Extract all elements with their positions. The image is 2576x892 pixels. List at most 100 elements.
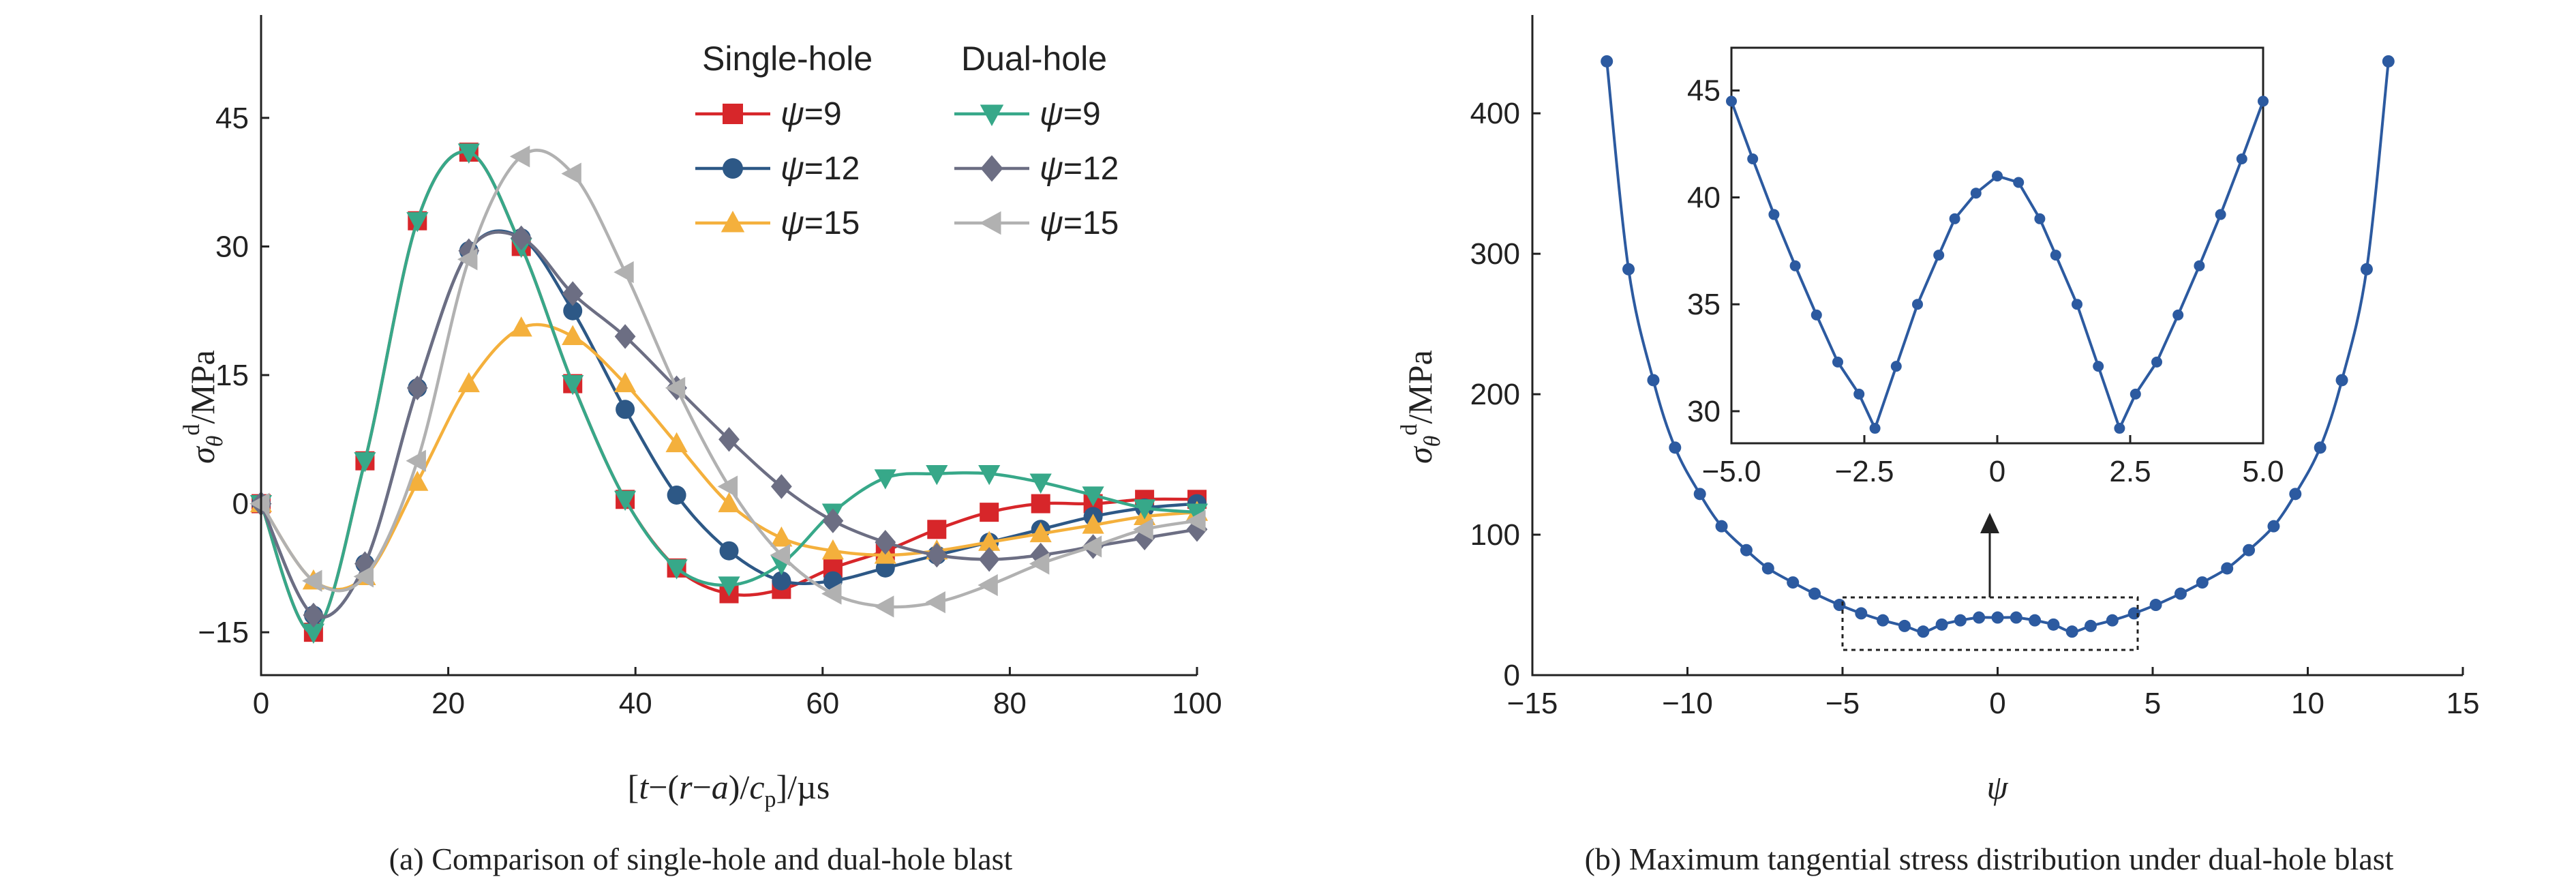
data-point <box>562 281 584 306</box>
panel-b-y-axis-label: σθd/MPa <box>1397 350 1445 464</box>
data-point <box>2360 263 2373 276</box>
legend-swatch-marker <box>721 211 745 233</box>
inset-data-point <box>1789 260 1801 271</box>
inset-y-tick-label: 35 <box>1687 288 1721 321</box>
x-tick-label: 0 <box>1989 687 2005 720</box>
data-point <box>718 492 740 513</box>
inset-data-point <box>1768 209 1780 220</box>
legend-swatch-marker <box>980 211 1001 235</box>
series-line <box>259 150 1198 634</box>
inset-y-tick-label: 30 <box>1687 395 1721 428</box>
data-point <box>772 571 791 591</box>
data-point <box>613 372 637 393</box>
data-point <box>665 559 688 580</box>
data-point <box>2335 374 2348 387</box>
data-point <box>457 143 480 164</box>
legend-entry-single-hole-psi-12: ψ=12 <box>695 151 860 187</box>
inset-x-tick-label: 5.0 <box>2242 455 2284 488</box>
y-tick-label: 45 <box>215 102 249 135</box>
inset-ticks: −5.0 −2.5 0 2.5 5.0 30 35 40 45 <box>1687 74 2284 488</box>
data-point <box>406 449 426 472</box>
data-point <box>978 547 1000 572</box>
data-point <box>2314 441 2327 454</box>
panel-a-caption: (a) Comparison of single-hole and dual-h… <box>389 842 1013 876</box>
inset-data-point <box>1890 361 1902 372</box>
legend-label: ψ=15 <box>781 205 860 241</box>
data-point <box>770 544 790 567</box>
x-tick-label: 100 <box>1172 687 1222 720</box>
inset-frame <box>1730 46 2264 445</box>
inset-data-point <box>2050 250 2061 261</box>
x-tick-label: 20 <box>431 687 465 720</box>
data-point <box>613 490 637 511</box>
data-point <box>718 576 740 597</box>
data-point <box>717 475 738 498</box>
series-dual-hole-psi-12 <box>250 225 1208 628</box>
data-point <box>1808 587 1821 600</box>
data-point <box>406 212 429 233</box>
legend-label: ψ=15 <box>1040 205 1119 241</box>
data-point <box>926 464 948 486</box>
data-point <box>1029 522 1052 543</box>
series-single-hole-psi-12 <box>252 228 1207 625</box>
y-tick-label: 200 <box>1470 378 1520 411</box>
data-point <box>1185 503 1209 524</box>
y-tick-label: 300 <box>1470 237 1520 271</box>
data-point <box>1954 614 1967 627</box>
y-tick-label: 0 <box>1504 659 1520 692</box>
panel-a-x-axis-label: [t−(r−a)/cp]/µs <box>628 768 830 812</box>
legend-swatch-marker <box>723 158 743 179</box>
data-point <box>2010 611 2022 624</box>
x-tick-label: 60 <box>806 687 839 720</box>
data-point <box>303 602 324 628</box>
data-point <box>613 261 634 284</box>
data-point <box>1935 618 1948 631</box>
data-point <box>562 374 584 396</box>
data-point <box>978 574 998 597</box>
data-point <box>457 248 478 271</box>
x-tick-label: 10 <box>2291 687 2324 720</box>
data-point <box>873 595 894 618</box>
data-point <box>926 542 948 568</box>
legend-swatch-marker <box>980 155 1003 182</box>
data-point <box>1601 55 1613 68</box>
data-point <box>511 225 532 251</box>
inset-y-tick-label: 45 <box>1687 74 1721 108</box>
data-point <box>874 469 896 490</box>
data-point <box>1082 486 1104 507</box>
x-tick-label: 80 <box>993 687 1027 720</box>
legend-entry-single-hole-psi-9: ψ=9 <box>695 96 842 132</box>
y-tick-label: 30 <box>215 230 249 263</box>
data-point <box>1134 499 1156 520</box>
legend-entry-dual-hole-psi-9: ψ=9 <box>954 96 1101 132</box>
data-point <box>562 325 584 346</box>
series-dual-hole-psi-15 <box>249 145 1206 618</box>
data-point <box>1029 552 1050 575</box>
data-point <box>2065 625 2078 638</box>
data-point <box>563 301 583 321</box>
x-tick-label: 5 <box>2145 687 2161 720</box>
y-tick-label: 15 <box>215 359 249 392</box>
data-point <box>718 427 740 452</box>
data-point <box>1029 473 1052 494</box>
legend-label: ψ=12 <box>781 151 860 187</box>
data-point <box>665 376 686 399</box>
data-point <box>1877 614 1890 627</box>
data-point <box>1898 619 1911 632</box>
data-point <box>509 145 530 168</box>
data-point <box>1991 611 2004 624</box>
inset-data-point <box>2072 299 2082 310</box>
inset-data-point <box>2258 95 2269 107</box>
legend-entry-dual-hole-psi-15: ψ=15 <box>954 205 1119 241</box>
panel-a: 0 20 40 60 80 100 −15 0 15 30 45 σθd/MPa [t−(r−a)/… <box>179 15 1222 876</box>
inset-data-point <box>2114 423 2125 434</box>
data-point <box>1740 544 1753 556</box>
data-point <box>2085 619 2097 632</box>
data-point <box>2106 614 2119 627</box>
data-point <box>616 400 635 419</box>
panel-a-legend: Single-hole Dual-hole ψ=9 ψ=12 ψ=15 ψ=9 ψ=12… <box>695 40 1119 241</box>
data-point <box>1185 509 1206 532</box>
